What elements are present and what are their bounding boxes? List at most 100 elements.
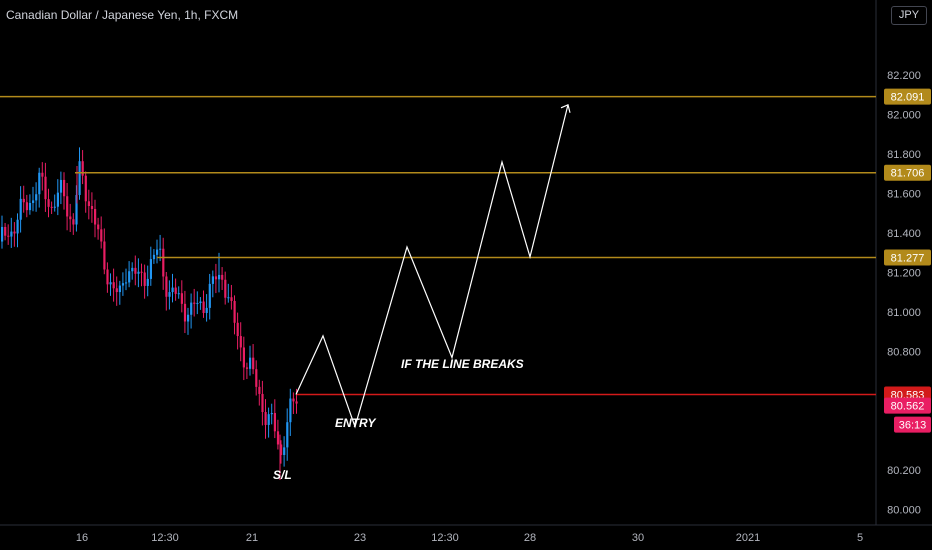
candle-body-6 xyxy=(19,198,22,220)
candle-body-29 xyxy=(90,206,94,210)
candle-body-61 xyxy=(190,302,193,315)
candle-body-89 xyxy=(276,431,280,445)
y-tick-label-4: 81.400 xyxy=(887,228,921,240)
candle-body-75 xyxy=(233,300,236,323)
candle-body-83 xyxy=(258,386,261,394)
candle-body-35 xyxy=(109,282,112,285)
candle-body-88 xyxy=(273,413,276,432)
candle-body-69 xyxy=(214,276,218,280)
candle-body-12 xyxy=(38,172,41,195)
candle-body-0 xyxy=(1,226,4,242)
candle-body-33 xyxy=(103,241,106,270)
x-tick-label-5: 28 xyxy=(524,532,536,544)
currency-button[interactable]: JPY xyxy=(891,6,927,25)
candle-body-84 xyxy=(261,393,264,413)
candle-body-30 xyxy=(94,209,97,225)
candle-body-66 xyxy=(205,307,208,314)
candle-body-78 xyxy=(242,347,245,368)
candle-body-51 xyxy=(159,248,162,250)
candle-body-1 xyxy=(4,226,7,236)
candle-body-2 xyxy=(7,235,10,237)
candle-body-73 xyxy=(227,297,230,299)
candle-body-94 xyxy=(292,398,295,402)
candle-body-76 xyxy=(236,322,239,337)
y-tick-label-7: 80.800 xyxy=(887,347,921,359)
candle-body-52 xyxy=(162,248,165,277)
candle-body-85 xyxy=(264,412,267,425)
countdown-tag-bg xyxy=(894,416,931,433)
x-tick-label-2: 21 xyxy=(246,532,258,544)
candle-body-64 xyxy=(199,301,202,304)
annotation-stop-loss: S/L xyxy=(273,468,292,482)
candle-body-24 xyxy=(75,195,78,225)
level-tag-label-0: 82.091 xyxy=(891,92,925,104)
candle-body-77 xyxy=(239,336,242,348)
candle-body-91 xyxy=(283,447,286,455)
candle-body-86 xyxy=(267,414,270,425)
candle-body-14 xyxy=(44,176,47,200)
candle-body-58 xyxy=(180,293,183,304)
candle-body-8 xyxy=(25,202,28,211)
candle-body-4 xyxy=(13,231,16,234)
level-tag-bg-2 xyxy=(884,249,931,266)
candle-body-53 xyxy=(165,276,168,297)
candle-body-63 xyxy=(196,303,199,305)
candle-body-22 xyxy=(69,216,72,220)
x-tick-label-3: 23 xyxy=(354,532,366,544)
x-tick-label-4: 12:30 xyxy=(431,532,459,544)
x-tick-label-0: 16 xyxy=(76,532,88,544)
candle-body-9 xyxy=(28,202,32,211)
candle-body-26 xyxy=(81,161,84,176)
candle-body-13 xyxy=(41,172,44,177)
projection-path[interactable] xyxy=(295,104,569,429)
projection-arrowhead xyxy=(560,103,571,113)
candle-body-55 xyxy=(171,287,174,293)
candle-body-56 xyxy=(174,287,177,294)
candle-body-72 xyxy=(224,279,227,298)
candle-body-80 xyxy=(249,357,252,369)
annotation-entry: ENTRY xyxy=(335,416,376,430)
candle-body-92 xyxy=(286,422,289,448)
y-tick-label-5: 81.200 xyxy=(887,268,921,280)
candle-body-65 xyxy=(202,301,205,314)
candle-body-20 xyxy=(63,179,66,197)
candle-body-47 xyxy=(146,278,149,286)
candle-body-34 xyxy=(106,269,109,285)
candle-body-38 xyxy=(118,285,121,293)
candle-body-93 xyxy=(289,398,292,423)
candle-body-39 xyxy=(121,283,125,286)
candle-body-7 xyxy=(22,198,25,203)
candle-body-32 xyxy=(100,229,103,242)
candle-body-43 xyxy=(134,267,137,274)
candle-body-67 xyxy=(208,283,211,308)
candle-body-36 xyxy=(112,282,115,289)
y-tick-label-8: 80.200 xyxy=(887,465,921,477)
candle-body-16 xyxy=(50,206,53,208)
x-tick-label-1: 12:30 xyxy=(151,532,179,544)
candle-body-68 xyxy=(211,276,214,284)
candle-body-57 xyxy=(177,293,180,295)
candle-body-37 xyxy=(115,288,118,293)
candle-body-49 xyxy=(152,254,156,260)
candle-body-41 xyxy=(128,271,131,283)
x-tick-label-6: 30 xyxy=(632,532,644,544)
candle-body-54 xyxy=(168,292,171,297)
candle-body-74 xyxy=(230,297,233,301)
candle-body-81 xyxy=(252,357,255,370)
current-price-tag-label: 80.562 xyxy=(891,401,925,413)
candle-body-15 xyxy=(47,199,50,207)
candle-body-62 xyxy=(193,302,196,304)
annotation-break: IF THE LINE BREAKS xyxy=(401,357,524,371)
candle-body-90 xyxy=(280,444,283,455)
level-tag-label-1: 81.706 xyxy=(891,168,925,180)
candle-body-19 xyxy=(59,179,63,193)
candle-body-18 xyxy=(56,192,59,207)
candle-body-40 xyxy=(125,282,128,284)
candle-body-17 xyxy=(53,206,56,208)
candle-body-45 xyxy=(140,271,143,273)
candle-body-82 xyxy=(255,369,258,387)
candle-body-44 xyxy=(137,271,140,274)
candle-body-21 xyxy=(66,196,69,217)
level-tag-bg-1 xyxy=(884,164,931,181)
